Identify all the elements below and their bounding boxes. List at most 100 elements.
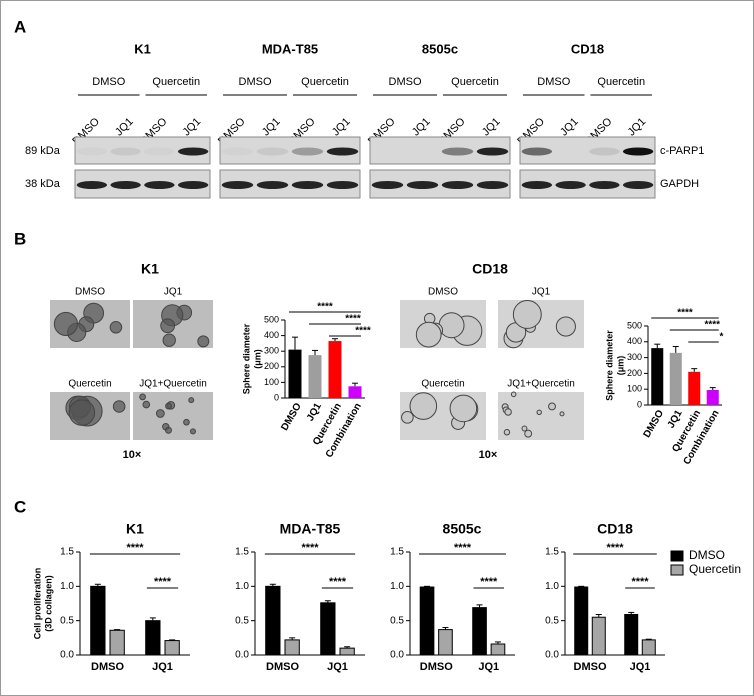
chart-title: CD18 <box>597 521 633 537</box>
band <box>76 181 108 189</box>
sphere <box>197 335 210 348</box>
group-label: DMSO <box>239 76 272 88</box>
image-label: DMSO <box>428 287 458 298</box>
x-tick-label: JQ1 <box>478 661 499 673</box>
panel-label: A <box>14 17 26 36</box>
y-tick-label: 0.5 <box>390 615 404 626</box>
band <box>177 147 209 156</box>
sphere <box>555 316 576 337</box>
y-tick-label: 1.5 <box>60 547 74 558</box>
y-tick-label: 1.0 <box>390 581 404 592</box>
protein-label: c-PARP1 <box>660 145 704 157</box>
band <box>222 148 254 156</box>
chart-title: MDA-T85 <box>280 521 341 537</box>
sphere <box>415 321 442 348</box>
significance: **** <box>355 326 371 337</box>
y-tick-label: 1.0 <box>60 581 74 592</box>
group-label: Quercetin <box>301 76 349 88</box>
sphere <box>536 409 542 416</box>
sphere <box>164 426 172 434</box>
bar <box>284 639 300 656</box>
y-tick-label: 0.0 <box>390 650 404 661</box>
sphere <box>438 312 465 339</box>
y-tick-label: 0.5 <box>545 615 559 626</box>
x-tick-label: JQ1 <box>152 661 173 673</box>
sphere <box>449 394 478 423</box>
group-label: Quercetin <box>152 76 200 88</box>
y-tick-label: 1.0 <box>545 581 559 592</box>
y-tick-label: 400 <box>627 336 642 346</box>
x-tick-label: JQ1 <box>630 661 651 673</box>
bar <box>472 607 487 656</box>
magnification: 10× <box>123 449 142 461</box>
y-axis-label: Sphere diameter <box>604 330 614 401</box>
bar <box>90 585 106 656</box>
bar <box>328 341 342 398</box>
image-label: JQ1 <box>164 287 183 298</box>
bar <box>591 616 606 656</box>
bar <box>145 620 161 656</box>
sphere <box>155 409 165 418</box>
sphere <box>162 333 176 347</box>
y-tick-label: 0 <box>637 399 642 409</box>
band <box>256 181 289 189</box>
y-tick-label: 400 <box>264 330 279 340</box>
sphere <box>512 299 542 329</box>
image-label: JQ1+Quercetin <box>507 379 575 390</box>
significance: **** <box>704 320 720 331</box>
bar <box>624 613 639 656</box>
y-tick-label: 1.5 <box>390 547 404 558</box>
band <box>326 147 359 156</box>
sphere <box>183 418 190 426</box>
bar <box>688 371 701 405</box>
significance: **** <box>677 308 693 319</box>
y-tick-label: 0 <box>274 392 279 402</box>
sphere <box>548 402 556 411</box>
legend-label: DMSO <box>689 548 725 562</box>
y-axis-label: (μm) <box>252 349 262 369</box>
x-tick-label: DMSO <box>574 661 607 673</box>
y-tick-label: 0.0 <box>235 650 249 661</box>
bar <box>490 643 506 656</box>
sphere <box>53 311 79 337</box>
group-label: DMSO <box>389 76 422 88</box>
blot-title: K1 <box>134 41 151 56</box>
chart-title: K1 <box>126 521 144 537</box>
sphere <box>109 320 123 334</box>
band <box>441 147 474 156</box>
y-tick-label: 0.5 <box>235 615 249 626</box>
sphere <box>401 411 414 424</box>
significance: **** <box>317 302 333 313</box>
band <box>177 181 209 189</box>
group-label: Quercetin <box>597 76 645 88</box>
significance: **** <box>345 314 361 325</box>
band <box>256 147 289 156</box>
bar <box>288 349 302 398</box>
blot-title: CD18 <box>571 41 604 56</box>
band <box>406 181 439 189</box>
band <box>622 181 654 189</box>
sphere <box>409 392 438 420</box>
legend-label: Quercetin <box>689 562 741 576</box>
band <box>291 181 324 189</box>
y-tick-label: 200 <box>627 368 642 378</box>
bar <box>706 389 719 405</box>
sphere <box>160 318 176 334</box>
y-tick-label: 0.5 <box>60 615 74 626</box>
group-label: Quercetin <box>451 76 499 88</box>
y-tick-label: 500 <box>627 320 642 330</box>
sphere <box>504 408 512 416</box>
panel-label: C <box>14 497 26 516</box>
bar <box>669 352 682 405</box>
y-tick-label: 100 <box>627 384 642 394</box>
band <box>326 181 359 189</box>
band <box>221 181 254 189</box>
y-tick-label: 0.0 <box>545 650 559 661</box>
image-label: Quercetin <box>68 379 111 390</box>
y-tick-label: 1.0 <box>235 581 249 592</box>
x-tick-label: DMSO <box>266 661 299 673</box>
band <box>555 181 586 189</box>
y-tick-label: 100 <box>264 377 279 387</box>
y-tick-label: 1.5 <box>235 547 249 558</box>
